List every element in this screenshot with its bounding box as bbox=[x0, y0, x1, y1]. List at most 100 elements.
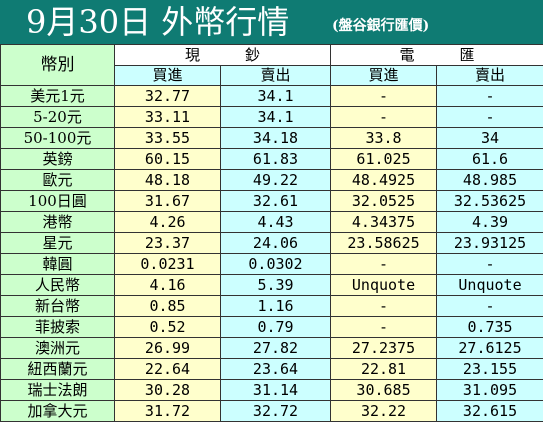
cash-sell-cell: 24.06 bbox=[219, 232, 332, 254]
wire-buy-cell: 48.4925 bbox=[330, 169, 438, 191]
wire-buy-cell: - bbox=[330, 316, 438, 338]
cash-sell-cell: 34.1 bbox=[219, 85, 332, 107]
cash-buy-cell: 32.77 bbox=[114, 85, 221, 107]
page-subtitle: (盤谷銀行匯價) bbox=[332, 18, 430, 34]
currency-cell: 英鎊 bbox=[0, 148, 115, 170]
currency-cell: 星元 bbox=[0, 232, 115, 254]
cash-buy-cell: 0.0231 bbox=[114, 253, 221, 275]
cash-sell-cell: 32.72 bbox=[219, 400, 332, 422]
wire-sell-cell: - bbox=[436, 85, 543, 107]
cash-sell-cell: 23.64 bbox=[219, 358, 332, 380]
cash-buy-cell: 23.37 bbox=[114, 232, 221, 254]
wire-buy-cell: 23.58625 bbox=[330, 232, 438, 254]
cash-buy-cell: 33.11 bbox=[114, 106, 221, 128]
cash-buy-cell: 0.52 bbox=[114, 316, 221, 338]
cash-buy-cell: 33.55 bbox=[114, 127, 221, 149]
currency-cell: 新台幣 bbox=[0, 295, 115, 317]
cash-buy-cell: 30.28 bbox=[114, 379, 221, 401]
wire-buy-cell: - bbox=[330, 295, 438, 317]
wire-sell-cell: 4.39 bbox=[436, 211, 543, 233]
wire-buy-cell: 30.685 bbox=[330, 379, 438, 401]
table-row: 50-100元 33.55 34.18 33.8 34 bbox=[0, 127, 543, 149]
cash-sell-cell: 0.79 bbox=[219, 316, 332, 338]
wire-buy-cell: - bbox=[330, 85, 438, 107]
wire-sell-cell: 34 bbox=[436, 127, 543, 149]
table-row: 瑞士法朗 30.28 31.14 30.685 31.095 bbox=[0, 379, 543, 401]
wire-buy-header: 買進 bbox=[330, 65, 438, 86]
currency-cell: 歐元 bbox=[0, 169, 115, 191]
wire-sell-cell: 0.735 bbox=[436, 316, 543, 338]
table-row: 5-20元 33.11 34.1- - bbox=[0, 106, 543, 128]
cash-sell-cell: 34.1 bbox=[219, 106, 332, 128]
wire-buy-cell: 27.2375 bbox=[330, 337, 438, 359]
title-bar: 9月30日 外幣行情 (盤谷銀行匯價) bbox=[0, 0, 543, 44]
wire-sell-cell: 32.53625 bbox=[436, 190, 543, 212]
table-subheader-row: 買進 賣出 買進 賣出 bbox=[1, 65, 543, 86]
cash-sell-cell: 31.14 bbox=[219, 379, 332, 401]
currency-cell: 韓圓 bbox=[0, 253, 115, 275]
wire-buy-cell: 32.22 bbox=[330, 400, 438, 422]
cash-buy-cell: 4.16 bbox=[114, 274, 221, 296]
currency-cell: 菲披索 bbox=[0, 316, 115, 338]
table-row: 紐西蘭元 22.64 23.64 22.81 23.155 bbox=[0, 358, 543, 380]
wire-buy-cell: 4.34375 bbox=[330, 211, 438, 233]
wire-sell-cell: 61.6 bbox=[436, 148, 543, 170]
table-row: 菲披索 0.52 0.79-0.735 bbox=[0, 316, 543, 338]
currency-cell: 美元1元 bbox=[0, 85, 115, 107]
table-row: 人民幣 4.16 5.39 Unquote Unquote bbox=[0, 274, 543, 296]
wire-buy-cell: 22.81 bbox=[330, 358, 438, 380]
wire-buy-cell: 32.0525 bbox=[330, 190, 438, 212]
wire-sell-cell: 23.93125 bbox=[436, 232, 543, 254]
table-row: 100日圓 31.67 32.61 32.0525 32.53625 bbox=[0, 190, 543, 212]
wire-sell-cell: - bbox=[436, 106, 543, 128]
page-title: 9月30日 外幣行情 bbox=[26, 3, 290, 41]
cash-buy-cell: 48.18 bbox=[114, 169, 221, 191]
wire-sell-cell: - bbox=[436, 253, 543, 275]
currency-cell: 5-20元 bbox=[0, 106, 115, 128]
cash-sell-cell: 0.0302 bbox=[219, 253, 332, 275]
currency-cell: 澳洲元 bbox=[0, 337, 115, 359]
currency-cell: 加拿大元 bbox=[0, 400, 115, 422]
table-body: 美元1元 32.77 34.1- -5-20元 33.11 34.1- -50-100元 33… bbox=[0, 85, 543, 422]
wire-group-header: 電 匯 bbox=[330, 44, 543, 66]
wire-sell-header: 賣出 bbox=[436, 65, 543, 86]
currency-cell: 50-100元 bbox=[0, 127, 115, 149]
table-row: 韓圓 0.0231 0.0302- - bbox=[0, 253, 543, 275]
table-row: 英鎊 60.15 61.83 61.025 61.6 bbox=[0, 148, 543, 170]
cash-buy-cell: 0.85 bbox=[114, 295, 221, 317]
table-row: 美元1元 32.77 34.1- - bbox=[0, 85, 543, 107]
cash-sell-cell: 4.43 bbox=[219, 211, 332, 233]
currency-cell: 瑞士法朗 bbox=[0, 379, 115, 401]
cash-sell-header: 賣出 bbox=[219, 65, 332, 86]
wire-sell-cell: 27.6125 bbox=[436, 337, 543, 359]
table-row: 加拿大元 31.72 32.72 32.22 32.615 bbox=[0, 400, 543, 422]
cash-sell-cell: 27.82 bbox=[219, 337, 332, 359]
cash-sell-cell: 49.22 bbox=[219, 169, 332, 191]
table-group-header-row: 幣別 現 鈔 電 匯 bbox=[0, 44, 543, 86]
cash-sell-cell: 32.61 bbox=[219, 190, 332, 212]
currency-cell: 人民幣 bbox=[0, 274, 115, 296]
wire-buy-cell: 33.8 bbox=[330, 127, 438, 149]
cash-buy-cell: 31.72 bbox=[114, 400, 221, 422]
table-row: 港幣 4.26 4.43 4.34375 4.39 bbox=[0, 211, 543, 233]
table-row: 新台幣 0.85 1.16- - bbox=[0, 295, 543, 317]
cash-sell-cell: 5.39 bbox=[219, 274, 332, 296]
cash-sell-cell: 34.18 bbox=[219, 127, 332, 149]
table-row: 澳洲元 26.99 27.82 27.2375 27.6125 bbox=[0, 337, 543, 359]
wire-sell-cell: Unquote bbox=[436, 274, 543, 296]
wire-sell-cell: 23.155 bbox=[436, 358, 543, 380]
wire-sell-cell: 31.095 bbox=[436, 379, 543, 401]
cash-sell-cell: 61.83 bbox=[219, 148, 332, 170]
exchange-rate-table: 幣別 現 鈔 電 匯 買進 賣出 買進 賣出 美元1元 32.77 34.1- -5-… bbox=[0, 44, 543, 422]
wire-buy-cell: Unquote bbox=[330, 274, 438, 296]
cash-buy-cell: 26.99 bbox=[114, 337, 221, 359]
cash-buy-cell: 4.26 bbox=[114, 211, 221, 233]
cash-buy-cell: 22.64 bbox=[114, 358, 221, 380]
cash-buy-cell: 31.67 bbox=[114, 190, 221, 212]
wire-sell-cell: - bbox=[436, 295, 543, 317]
cash-buy-cell: 60.15 bbox=[114, 148, 221, 170]
cash-sell-cell: 1.16 bbox=[219, 295, 332, 317]
currency-cell: 紐西蘭元 bbox=[0, 358, 115, 380]
cash-group-header: 現 鈔 bbox=[113, 44, 332, 66]
table-row: 星元 23.37 24.06 23.58625 23.93125 bbox=[0, 232, 543, 254]
